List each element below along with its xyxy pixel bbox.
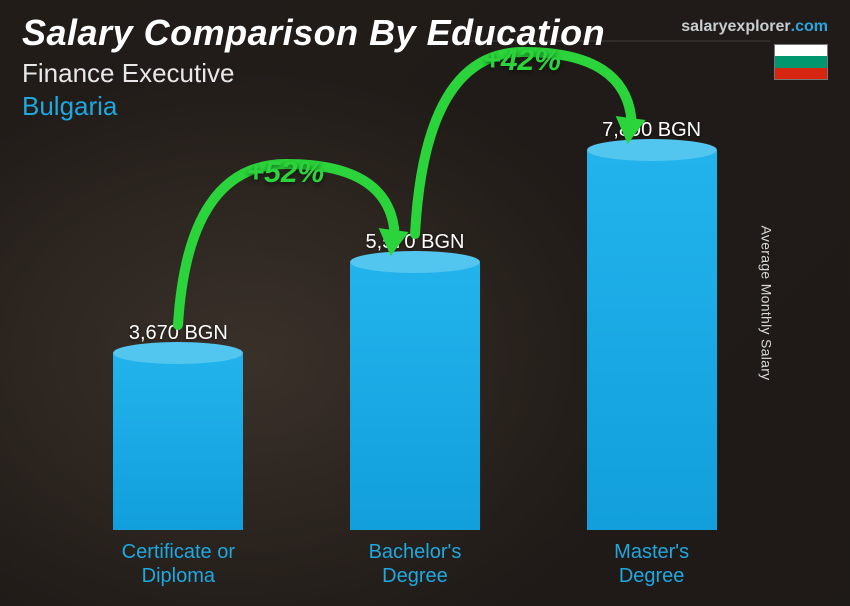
bar-top xyxy=(113,342,243,364)
flag-stripe xyxy=(775,68,827,79)
flag-stripe xyxy=(775,56,827,67)
bar xyxy=(113,353,243,530)
y-axis-label: Average Monthly Salary xyxy=(759,226,775,381)
bar-category-label: Master'sDegree xyxy=(614,540,689,588)
bar-top xyxy=(350,251,480,273)
bar-chart: 3,670 BGNCertificate orDiploma 5,570 BGNB… xyxy=(60,88,770,588)
increase-pct-label: +52% xyxy=(247,156,325,190)
bar xyxy=(350,262,480,530)
bar-front xyxy=(587,150,717,530)
bar-front xyxy=(113,353,243,530)
bar-group: 7,890 BGNMaster'sDegree xyxy=(562,119,742,588)
bar-category-label: Bachelor'sDegree xyxy=(369,540,462,588)
bar-front xyxy=(350,262,480,530)
brand-name: salaryexplorer xyxy=(681,18,790,35)
brand-watermark: salaryexplorer.com xyxy=(681,18,828,36)
bar-top xyxy=(587,139,717,161)
bar-category-label: Certificate orDiploma xyxy=(122,540,235,588)
increase-pct-label: +42% xyxy=(483,44,561,78)
bar xyxy=(587,150,717,530)
flag-stripe xyxy=(775,45,827,56)
chart-country: Bulgaria xyxy=(22,91,828,122)
bar-group: 3,670 BGNCertificate orDiploma xyxy=(88,322,268,588)
brand-suffix: .com xyxy=(791,18,828,35)
bar-group: 5,570 BGNBachelor'sDegree xyxy=(325,231,505,588)
chart-subtitle: Finance Executive xyxy=(22,58,828,89)
country-flag-icon xyxy=(774,44,828,80)
